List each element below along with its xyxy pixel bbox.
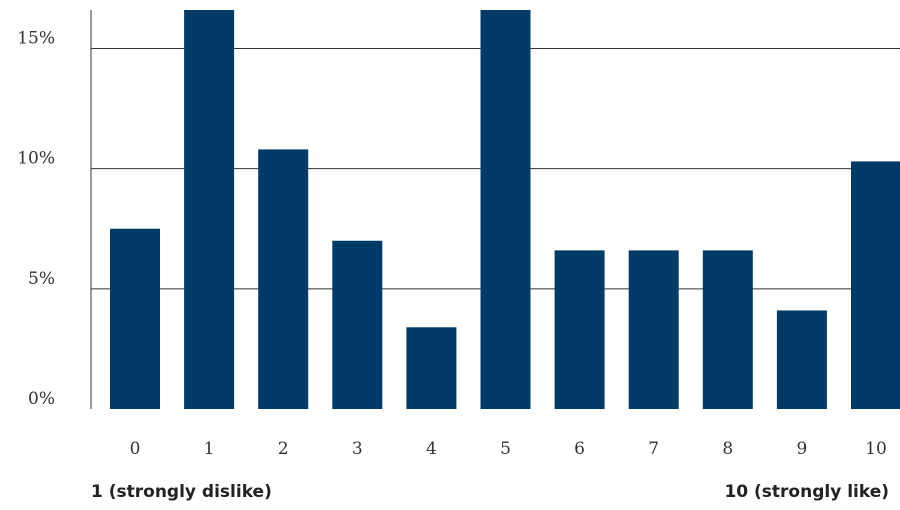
x-tick-label-9: 9 — [796, 439, 807, 459]
x-tick-label-5: 5 — [500, 439, 511, 459]
bar-4 — [406, 327, 457, 409]
bar-2 — [258, 149, 309, 409]
x-tick-label-6: 6 — [574, 439, 585, 459]
bar-5 — [480, 10, 531, 409]
bar-6 — [554, 250, 605, 409]
y-tick-labels: 0% 5% 10% 15% — [17, 28, 55, 409]
y-tick-label: 15% — [17, 28, 55, 48]
x-tick-labels: 0 1 2 3 4 5 6 7 8 9 10 — [130, 439, 887, 459]
bar-3 — [332, 240, 383, 409]
bar-10 — [851, 161, 900, 409]
x-tick-label-3: 3 — [352, 439, 363, 459]
x-tick-label-10: 10 — [865, 439, 887, 459]
y-tick-label: 0% — [28, 389, 55, 409]
bar-1 — [184, 10, 235, 409]
x-tick-label-1: 1 — [204, 439, 215, 459]
bar-8 — [702, 250, 753, 409]
bars — [110, 10, 900, 409]
x-axis-label-right: 10 (strongly like) — [724, 482, 889, 502]
bar-0 — [110, 228, 160, 409]
x-tick-label-7: 7 — [648, 439, 659, 459]
bar-9 — [776, 310, 827, 409]
x-tick-label-8: 8 — [722, 439, 733, 459]
y-tick-label: 10% — [17, 149, 55, 169]
bar-7 — [628, 250, 679, 409]
x-tick-label-0: 0 — [130, 439, 141, 459]
x-tick-label-4: 4 — [426, 439, 437, 459]
y-tick-label: 5% — [28, 269, 55, 289]
x-tick-label-2: 2 — [278, 439, 289, 459]
x-axis-label-left: 1 (strongly dislike) — [91, 482, 272, 502]
